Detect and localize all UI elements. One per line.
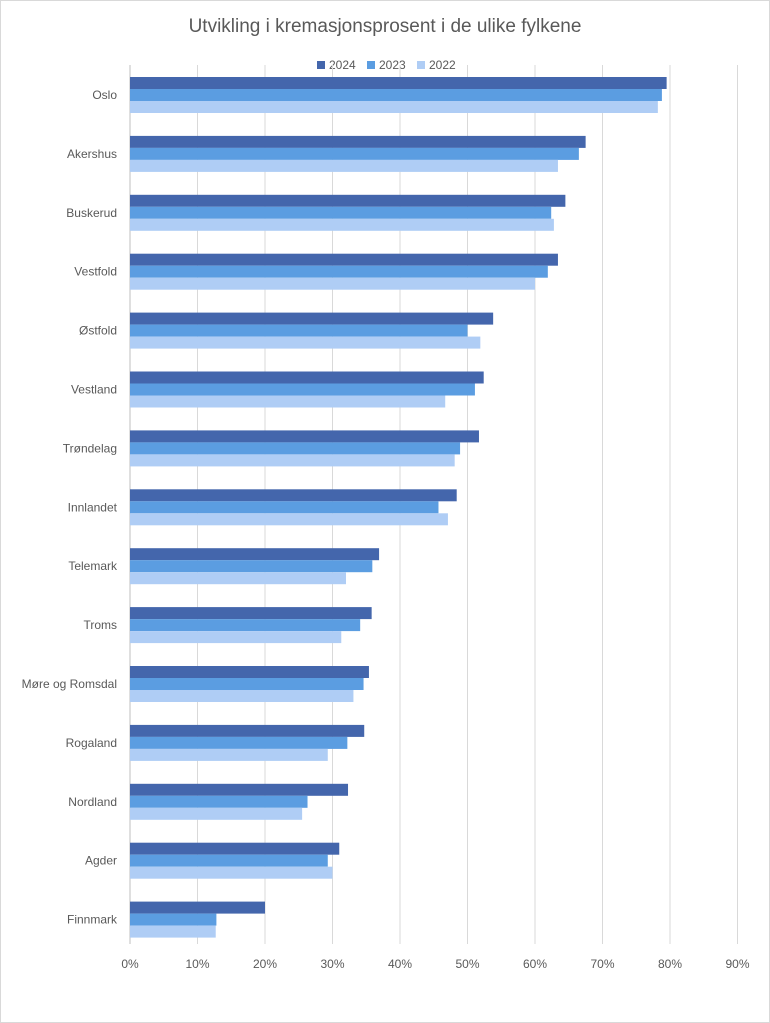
bar-2023 [130, 265, 548, 278]
category-label: Vestland [71, 383, 117, 397]
bar-2024 [130, 607, 372, 620]
bar-2023 [130, 383, 475, 396]
bar-2022 [130, 572, 346, 585]
category-label: Troms [83, 618, 117, 632]
bar-2022 [130, 631, 342, 644]
bar-2023 [130, 619, 361, 632]
bar-2022 [130, 159, 558, 172]
x-tick-label: 0% [121, 957, 139, 971]
bar-2022 [130, 277, 535, 290]
x-tick-label: 50% [455, 957, 479, 971]
category-label: Oslo [92, 88, 117, 102]
category-label: Rogaland [66, 736, 117, 750]
bar-2023 [130, 89, 662, 101]
x-tick-label: 30% [320, 957, 344, 971]
x-tick-label: 20% [253, 957, 277, 971]
x-tick-label: 40% [388, 957, 412, 971]
bar-2022 [130, 925, 216, 938]
x-tick-label: 80% [658, 957, 682, 971]
legend-swatch [367, 61, 375, 69]
bar-2023 [130, 324, 468, 337]
bar-2024 [130, 724, 365, 737]
legend-swatch [317, 61, 325, 69]
bar-2023 [130, 147, 579, 160]
bar-2024 [130, 312, 494, 325]
bar-2024 [130, 901, 265, 914]
bar-2023 [130, 913, 217, 926]
bar-2024 [130, 548, 380, 561]
bar-2024 [130, 489, 457, 502]
bar-2022 [130, 218, 554, 231]
legend: 2024 2023 2022 [0, 57, 770, 73]
legend-item-2023: 2023 [367, 57, 406, 73]
category-label: Finnmark [67, 913, 118, 927]
bar-2022 [130, 395, 446, 408]
bar-2023 [130, 560, 373, 573]
bar-2024 [130, 430, 479, 443]
category-label: Nordland [68, 795, 117, 809]
bar-2022 [130, 690, 354, 702]
bar-2023 [130, 736, 348, 749]
category-label: Telemark [68, 559, 118, 573]
bar-2022 [130, 807, 303, 820]
bar-2023 [130, 678, 364, 690]
category-label: Trøndelag [63, 441, 117, 455]
chart-title: Utvikling i kremasjonsprosent i de ulike… [188, 16, 582, 37]
bar-2024 [130, 371, 484, 384]
bar-2024 [130, 253, 558, 266]
bar-2024 [130, 783, 349, 796]
bar-2023 [130, 854, 328, 867]
legend-label: 2024 [329, 58, 356, 72]
legend-swatch [417, 61, 425, 69]
bar-2022 [130, 101, 658, 113]
bar-2023 [130, 206, 552, 219]
bar-2024 [130, 666, 369, 678]
legend-item-2024: 2024 [317, 57, 356, 73]
bar-2023 [130, 501, 439, 514]
bar-2024 [130, 77, 667, 89]
bar-2024 [130, 135, 586, 148]
bar-2022 [130, 866, 333, 879]
category-label: Innlandet [68, 500, 118, 514]
bar-2022 [130, 454, 455, 467]
bar-2023 [130, 442, 461, 455]
x-tick-label: 70% [590, 957, 614, 971]
bar-2022 [130, 513, 448, 526]
category-label: Østfold [79, 324, 117, 338]
bar-2024 [130, 194, 566, 207]
legend-item-2022: 2022 [417, 57, 456, 73]
category-label: Buskerud [66, 206, 117, 220]
category-label: Akershus [67, 147, 117, 161]
bar-2024 [130, 842, 340, 855]
legend-label: 2022 [429, 58, 456, 72]
x-tick-label: 60% [523, 957, 547, 971]
category-label: Vestfold [74, 265, 117, 279]
bar-2023 [130, 795, 308, 808]
category-label: Møre og Romsdal [22, 677, 117, 691]
category-label: Agder [85, 854, 117, 868]
legend-label: 2023 [379, 58, 406, 72]
bar-2022 [130, 748, 328, 761]
x-tick-label: 10% [185, 957, 209, 971]
bar-2022 [130, 336, 481, 349]
x-tick-label: 90% [725, 957, 749, 971]
